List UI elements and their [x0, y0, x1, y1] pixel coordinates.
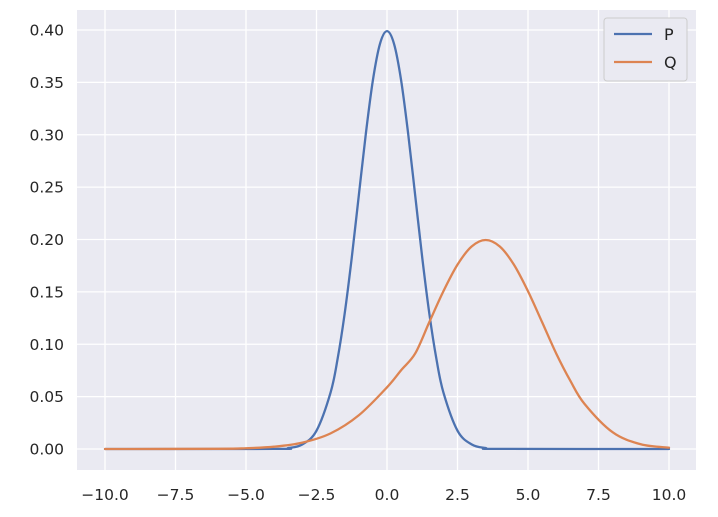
y-tick-label: 0.40	[29, 22, 64, 40]
x-tick-label: 2.5	[445, 486, 470, 504]
y-tick-label: 0.05	[29, 388, 64, 406]
x-tick-label: −7.5	[157, 486, 195, 504]
y-axis: 0.00 0.05 0.10 0.15 0.20 0.25 0.30 0.35 0.40	[29, 22, 64, 459]
legend-label-p: P	[664, 25, 674, 44]
y-tick-label: 0.15	[29, 283, 64, 301]
y-tick-label: 0.20	[29, 231, 64, 249]
x-tick-label: 7.5	[586, 486, 611, 504]
y-tick-label: 0.00	[29, 441, 64, 459]
x-tick-label: −2.5	[298, 486, 336, 504]
y-tick-label: 0.25	[29, 179, 64, 197]
x-tick-label: 10.0	[652, 486, 687, 504]
legend: PQ	[603, 17, 688, 82]
series-line-p	[103, 30, 671, 451]
series-line-q	[103, 238, 671, 451]
x-tick-label: 0.0	[375, 486, 400, 504]
series-lines	[103, 30, 671, 451]
y-tick-label: 0.10	[29, 336, 64, 354]
x-tick-label: 5.0	[516, 486, 541, 504]
x-tick-label: −10.0	[81, 486, 129, 504]
x-axis: −10.0 −7.5 −5.0 −2.5 0.0 2.5 5.0 7.5 10.0	[81, 486, 686, 504]
y-tick-label: 0.30	[29, 126, 64, 144]
y-tick-label: 0.35	[29, 74, 64, 92]
x-tick-label: −5.0	[227, 486, 265, 504]
legend-label-q: Q	[664, 53, 677, 72]
